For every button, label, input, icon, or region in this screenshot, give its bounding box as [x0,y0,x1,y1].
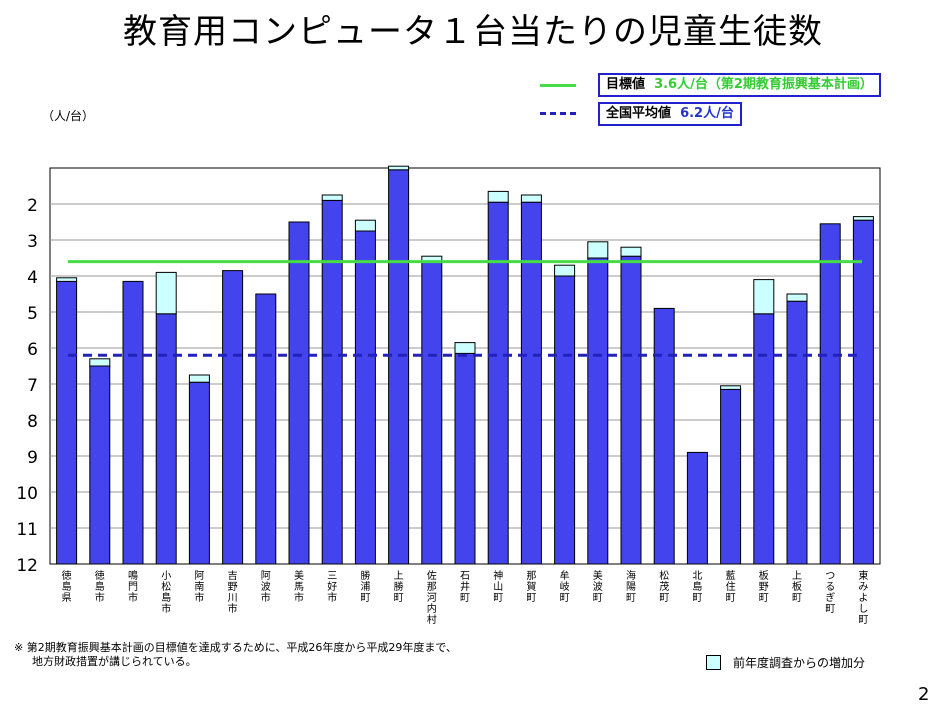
bar-increase [620,246,642,257]
bar [255,293,277,565]
legend-increase-swatch [706,655,721,670]
y-tick-label: 12 [16,556,38,576]
bar-increase [786,293,808,302]
legend-average-value: 6.2人/台 [680,106,734,121]
bar [288,221,310,565]
y-tick-label: 11 [16,520,38,540]
y-axis-unit-label: （人/台） [42,109,95,123]
x-tick-label: 石井町 [460,571,470,604]
legend-target: 目標値 3.6人/台（第2期教育振興基本計画） [598,73,881,97]
bar [852,219,874,565]
bar-increase [753,279,775,315]
bar-increase [454,342,476,354]
bar [720,388,742,565]
bar [388,169,410,565]
bar [653,307,675,565]
x-tick-label: 美波町 [593,569,603,604]
bar-increase [554,264,576,277]
bar [819,223,841,565]
bar-increase [354,219,376,232]
y-tick-label: 9 [27,448,38,468]
legend-target-line [540,84,576,87]
x-tick-label: 美馬市 [294,569,304,604]
x-tick-label: 徳島市 [95,569,105,604]
bar-increase [587,241,609,259]
y-tick-label: 8 [27,412,38,432]
bar-increase [155,271,177,315]
bar [587,257,609,565]
bar-increase [852,216,874,221]
x-tick-label: 神山町 [493,569,503,604]
bar [222,270,244,565]
x-tick-label: 勝浦町 [360,569,370,604]
bar-increase [520,194,542,203]
bar-increase [56,277,78,282]
y-tick-label: 4 [27,268,38,288]
y-tick-label: 2 [27,196,38,216]
x-tick-label: 海陽町 [626,569,636,604]
chart-title: 教育用コンピュータ１台当たりの児童生徒数 [123,12,823,52]
bar [520,201,542,565]
y-tick-label: 7 [27,376,38,396]
bar [89,365,111,565]
bar [122,280,144,565]
legend-increase: 前年度調査からの増加分 [706,654,865,671]
y-tick-label: 6 [27,340,38,360]
bar [56,280,78,565]
bar [155,313,177,565]
bar [188,381,210,565]
bar [354,230,376,565]
bar [753,313,775,565]
legend-increase-label: 前年度調査からの増加分 [733,656,866,670]
x-tick-label: つるぎ町 [825,571,835,615]
legend-target-label: 目標値 [606,77,646,92]
bar [554,275,576,565]
bar-increase [487,190,509,203]
x-tick-label: 松茂町 [659,569,669,604]
x-tick-label: 東みよし町 [858,569,868,626]
legend-average-line [540,112,576,115]
x-tick-label: 那賀町 [526,570,536,604]
x-tick-label: 牟岐町 [560,569,570,604]
footnote-line-1: ※ 第2期教育振興基本計画の目標値を達成するために、平成26年度から平成29年度… [14,641,457,654]
bar [487,201,509,565]
x-tick-label: 佐那河内村 [427,570,437,626]
bar [620,255,642,565]
x-tick-label: 北島町 [692,570,702,604]
x-tick-label: 吉野川市 [228,570,238,615]
y-tick-label: 10 [16,484,38,504]
x-tick-label: 三好市 [327,571,337,604]
bar-increase [321,194,343,201]
x-tick-label: 上板町 [792,570,802,604]
legend-average: 全国平均値 6.2人/台 [598,102,742,126]
footnote-line-2: 地方財政措置が講じられている。 [32,655,197,668]
y-tick-label: 5 [27,304,38,324]
bar [686,451,708,565]
x-tick-label: 徳島県 [62,569,72,604]
x-tick-label: 小松島市 [161,570,171,615]
footnote: ※ 第2期教育振興基本計画の目標値を達成するために、平成26年度から平成29年度… [14,641,457,669]
bar [421,261,443,565]
x-tick-label: 阿波市 [261,570,271,604]
bar [454,352,476,565]
x-tick-label: 阿南市 [194,570,204,604]
x-tick-label: 板野町 [759,569,769,604]
bar-increase [188,374,210,383]
y-tick-label: 3 [27,232,38,252]
x-tick-label: 藍住町 [726,569,736,604]
legend-average-label: 全国平均値 [606,106,672,121]
legend-target-value: 3.6人/台（第2期教育振興基本計画） [654,77,873,92]
bar [786,300,808,565]
page-number: 2 [918,684,930,705]
bar-increase [89,358,111,367]
bar [321,199,343,565]
x-tick-label: 上勝町 [394,570,404,604]
bar-increase [388,165,410,171]
bar-increase [720,385,742,390]
x-tick-label: 鳴門市 [128,569,138,604]
